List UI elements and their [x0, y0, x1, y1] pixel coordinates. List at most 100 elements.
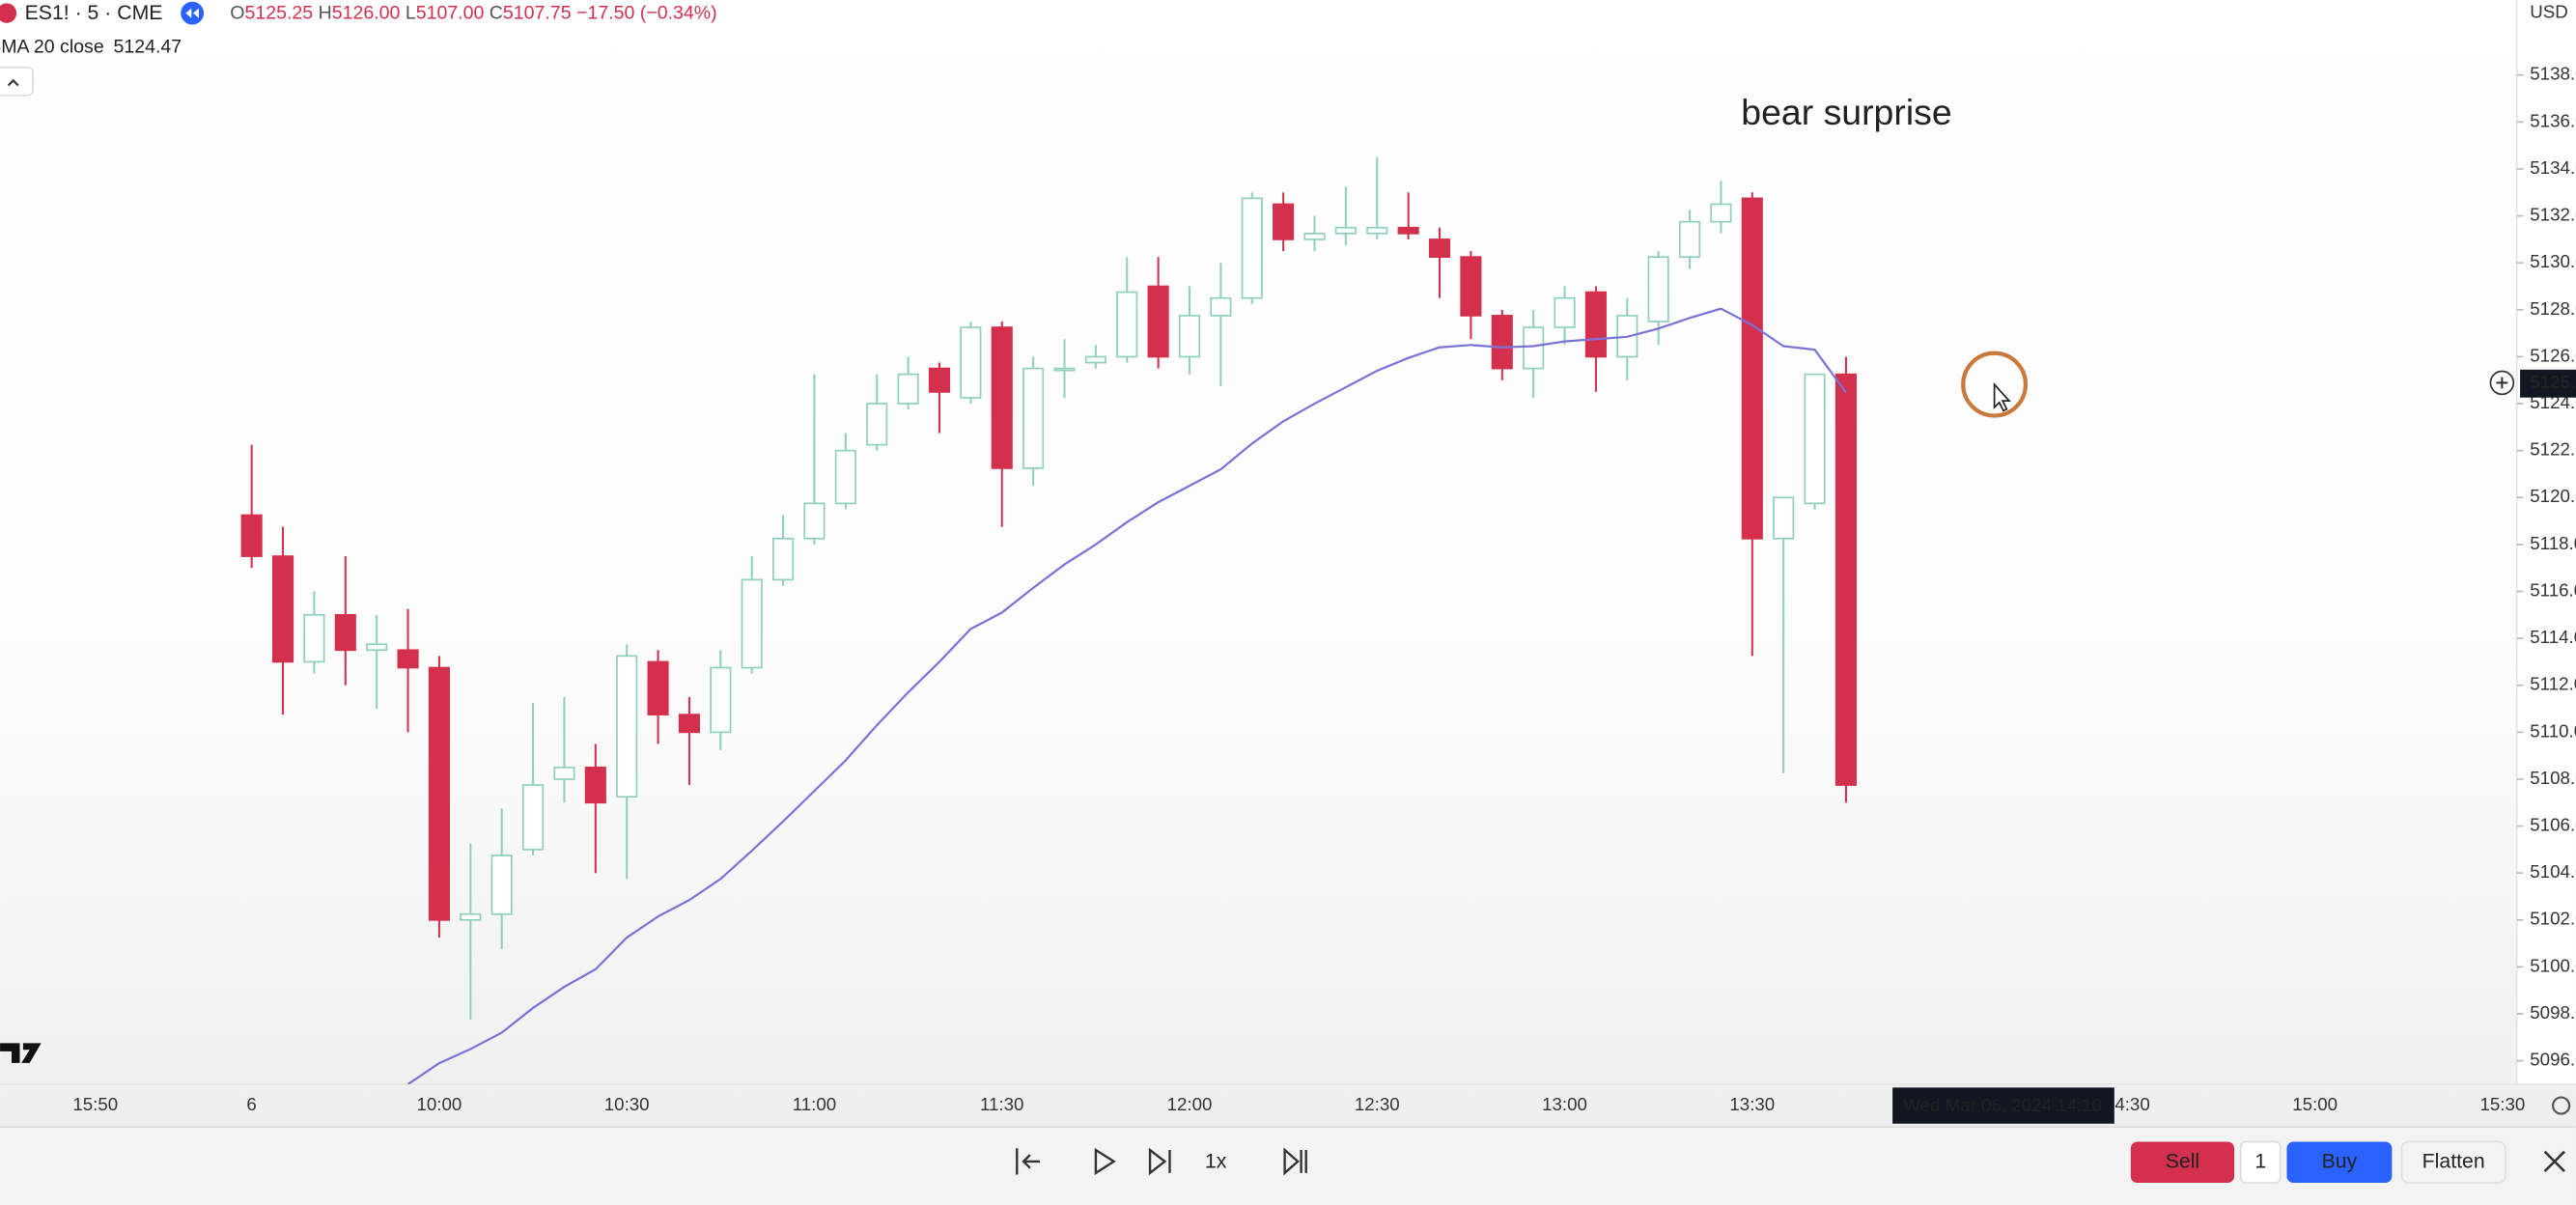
candle-body [1523, 326, 1545, 370]
jump-back-button[interactable] [1016, 1148, 1041, 1175]
buy-button[interactable] [2286, 1141, 2393, 1184]
candle-body [1116, 291, 1138, 358]
y-tick-label: 5126.00 [2530, 345, 2576, 365]
ohlc-value: 5125.25 [244, 3, 313, 24]
ohlc-letter: O [230, 3, 244, 24]
ohlc-letter: H [319, 3, 332, 24]
candle-body [772, 537, 795, 581]
jump-real-time-button[interactable] [1283, 1147, 1307, 1176]
x-tick-label: 12:30 [1355, 1094, 1400, 1114]
candle-body [1647, 256, 1669, 322]
candle-body [1210, 296, 1232, 317]
x-tick-label: 11:30 [980, 1094, 1023, 1114]
candle-body [584, 766, 606, 804]
play-button[interactable] [1094, 1147, 1116, 1175]
candle-body [741, 578, 763, 669]
candle-body [897, 373, 919, 405]
collapse-button[interactable] [0, 66, 34, 97]
candle-body [240, 514, 263, 557]
ohlc-letter: L [406, 3, 416, 24]
candle-body [710, 666, 732, 734]
flatten-button[interactable] [2400, 1140, 2506, 1184]
y-tick-label: 5132.00 [2530, 205, 2576, 225]
candle-body [1241, 197, 1263, 299]
ohlc-value: 5126.00 [332, 3, 401, 24]
replay-icon[interactable] [181, 1, 205, 25]
y-tick-label: 5114.00 [2530, 627, 2576, 647]
cursor [1993, 381, 2011, 412]
candle-body [490, 855, 513, 915]
candle-body [1584, 291, 1607, 358]
y-tick-label: 5108.00 [2530, 768, 2576, 788]
candle-body [1554, 296, 1576, 328]
y-tick-label: 5110.00 [2530, 720, 2576, 741]
ohlc-value: 5107.00 [416, 3, 485, 24]
ohlc-change: −17.50 (−0.34%) [576, 3, 717, 24]
candle-body [866, 403, 888, 446]
y-tick-label: 5138.00 [2530, 64, 2576, 84]
step-forward-button[interactable] [1148, 1147, 1171, 1176]
candle-body [1491, 315, 1513, 370]
candle-body [1834, 373, 1858, 786]
candle-body [1773, 496, 1795, 540]
y-tick-label: 5102.00 [2530, 909, 2576, 929]
y-tick-label: 5116.00 [2530, 579, 2576, 600]
candle-body [553, 766, 575, 780]
ohlc-legend: O5125.25 H5126.00 L5107.00 C5107.75 −17.… [230, 3, 716, 24]
ohlc-letter: C [490, 3, 503, 24]
y-tick-label: 5136.00 [2530, 110, 2576, 130]
ohlc-value: 5107.75 [503, 3, 572, 24]
currency: USD [2530, 2, 2568, 22]
x-tick-label: 15:50 [72, 1094, 118, 1114]
symbol-icon [0, 3, 17, 23]
buy-label: Buy [2322, 1149, 2358, 1172]
symbol[interactable]: ES1! · 5 · CME [25, 1, 163, 24]
sell-button[interactable] [2130, 1141, 2235, 1184]
price-axis-bg [2516, 0, 2576, 1084]
candle-body [1397, 226, 1419, 235]
logo [0, 1043, 42, 1063]
y-tick-label: 5104.00 [2530, 861, 2576, 882]
candle-body [1366, 226, 1388, 235]
collapse-glyph [7, 78, 19, 87]
y-tick-label: 5098.00 [2530, 1002, 2576, 1023]
crosshair-time: Wed Mar 06, 2024 14:10 [1903, 1095, 2102, 1115]
candle-body [1022, 367, 1045, 469]
candle-body [366, 643, 388, 652]
x-tick-label: 13:30 [1729, 1094, 1775, 1114]
speed-button[interactable]: 1x [1205, 1149, 1227, 1172]
candle-body [991, 326, 1013, 469]
y-tick-label: 5130.00 [2530, 251, 2576, 271]
y-tick-label: 5118.00 [2530, 533, 2576, 553]
annotation: bear surprise [1741, 92, 1951, 132]
crosshair-price-box [2520, 369, 2576, 398]
candle-body [1710, 203, 1732, 223]
crosshair-time-box [1892, 1087, 2114, 1124]
sell-label: Sell [2166, 1149, 2199, 1172]
quantity-field[interactable] [2239, 1140, 2282, 1184]
x-tick-label: 15:00 [2292, 1094, 2338, 1114]
candle-body [1273, 203, 1295, 240]
candle-body [834, 449, 856, 505]
candle-body [928, 367, 951, 393]
candle-body [1084, 355, 1106, 364]
quantity: 1 [2254, 1149, 2266, 1172]
x-tick-label: 10:00 [417, 1094, 462, 1114]
y-tick-label: 5134.00 [2530, 157, 2576, 178]
x-tick-label: 13:00 [1542, 1094, 1587, 1114]
candle-body [1178, 315, 1201, 358]
candle-body [397, 649, 419, 669]
candle-body [334, 613, 356, 652]
settings-icon[interactable] [2551, 1096, 2571, 1115]
candle-body [521, 784, 545, 851]
crosshair-price: 5125.00 [2530, 372, 2576, 392]
overlay-legend-name: SMA 20 close [0, 37, 104, 58]
close-button[interactable] [2543, 1150, 2565, 1173]
candle-body [271, 555, 294, 663]
add-alert-glyph [2496, 377, 2508, 389]
y-tick-label: 5096.00 [2530, 1050, 2576, 1070]
sma-line [406, 307, 1847, 1084]
x-tick-label: 6 [246, 1094, 256, 1114]
